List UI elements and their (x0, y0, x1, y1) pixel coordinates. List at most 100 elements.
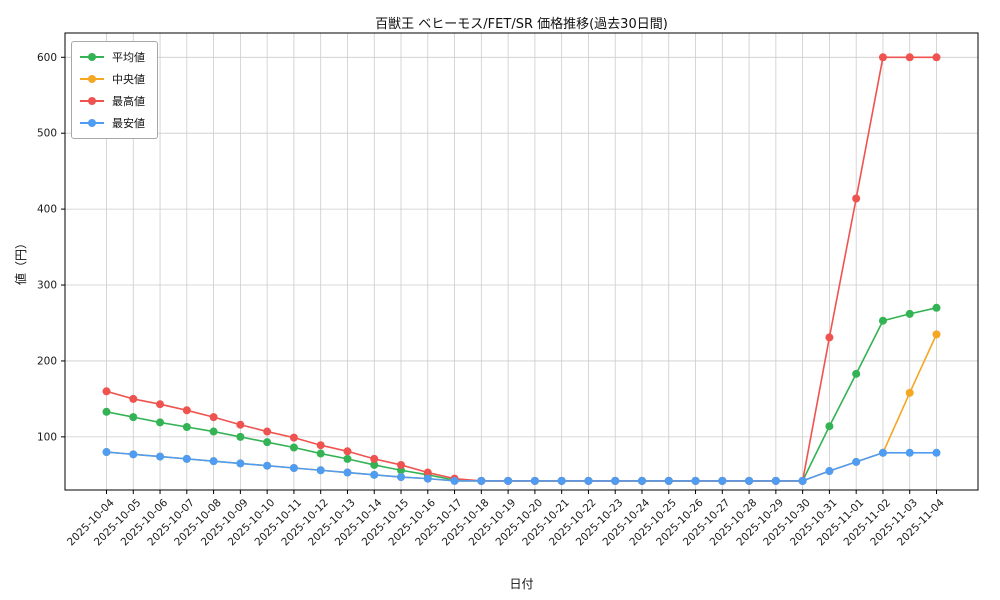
data-point-最安値 (397, 473, 406, 482)
legend-label: 中央値 (112, 73, 145, 86)
data-point-最高値 (209, 413, 218, 422)
data-point-中央値 (905, 388, 914, 397)
data-point-最安値 (263, 461, 272, 470)
y-tick-label: 600 (37, 52, 57, 64)
legend: 平均値中央値最高値最安値 (71, 41, 158, 139)
plot-border (64, 32, 979, 491)
data-point-最高値 (852, 194, 861, 203)
data-point-最安値 (129, 450, 138, 459)
data-point-最高値 (932, 53, 941, 62)
series-line-最高値 (106, 56, 937, 482)
data-point-最安値 (289, 463, 298, 472)
data-point-平均値 (343, 454, 352, 463)
legend-label: 最安値 (112, 117, 145, 130)
data-point-最高値 (263, 427, 272, 436)
data-point-最安値 (718, 476, 727, 485)
legend-item: 最安値 (80, 115, 145, 131)
data-point-平均値 (156, 418, 165, 427)
y-tick-label: 200 (37, 355, 57, 367)
legend-marker-icon (80, 75, 104, 84)
data-point-最高値 (316, 441, 325, 450)
data-point-最高値 (289, 433, 298, 442)
data-point-最安値 (557, 476, 566, 485)
data-point-最高値 (129, 394, 138, 403)
data-point-最安値 (664, 476, 673, 485)
data-point-最安値 (905, 448, 914, 457)
data-point-最安値 (771, 476, 780, 485)
legend-item: 平均値 (80, 49, 145, 65)
legend-dot-icon (88, 75, 96, 83)
data-point-最安値 (852, 457, 861, 466)
data-point-最高値 (236, 420, 245, 429)
legend-label: 平均値 (112, 51, 145, 64)
legend-marker-icon (80, 53, 104, 62)
legend-marker-icon (80, 97, 104, 106)
data-point-最安値 (584, 476, 593, 485)
data-point-平均値 (182, 422, 191, 431)
data-point-最安値 (209, 457, 218, 466)
data-point-最高値 (397, 460, 406, 469)
series-line-中央値 (106, 334, 938, 482)
data-point-最高値 (343, 447, 352, 456)
data-point-最安値 (504, 476, 513, 485)
data-point-最高値 (156, 400, 165, 409)
data-point-最高値 (878, 53, 887, 62)
y-tick-label: 300 (37, 280, 57, 292)
data-point-平均値 (932, 303, 941, 312)
data-point-最安値 (745, 476, 754, 485)
chart-title: 百獣王 ベヒーモス/FET/SR 価格推移(過去30日間) (375, 17, 668, 32)
data-point-最安値 (798, 476, 807, 485)
legend-dot-icon (88, 119, 96, 127)
legend-dot-icon (88, 53, 96, 61)
data-point-最安値 (236, 459, 245, 468)
legend-item: 中央値 (80, 71, 145, 87)
data-point-最安値 (825, 467, 834, 476)
data-point-最安値 (691, 476, 700, 485)
data-point-平均値 (129, 413, 138, 422)
y-tick-label: 500 (37, 128, 57, 140)
data-point-平均値 (316, 449, 325, 458)
data-point-平均値 (209, 427, 218, 436)
data-point-最安値 (878, 448, 887, 457)
x-axis-title: 日付 (509, 577, 534, 591)
data-point-平均値 (236, 432, 245, 441)
data-point-最安値 (530, 476, 539, 485)
data-point-平均値 (905, 309, 914, 318)
data-point-平均値 (878, 316, 887, 325)
data-point-平均値 (102, 407, 111, 416)
data-point-最高値 (370, 454, 379, 463)
legend-label: 最高値 (112, 95, 145, 108)
data-point-最安値 (102, 448, 111, 457)
data-point-平均値 (852, 369, 861, 378)
legend-item: 最高値 (80, 93, 145, 109)
y-tick-label: 100 (37, 431, 57, 443)
legend-marker-icon (80, 119, 104, 128)
data-point-最安値 (370, 470, 379, 479)
data-point-最安値 (477, 476, 486, 485)
data-point-最高値 (182, 406, 191, 415)
data-point-最安値 (611, 476, 620, 485)
data-point-最高値 (102, 387, 111, 396)
data-point-平均値 (263, 438, 272, 447)
data-point-平均値 (825, 422, 834, 431)
data-point-最安値 (316, 466, 325, 475)
series-line-平均値 (106, 307, 937, 482)
data-point-最安値 (156, 452, 165, 461)
data-point-最安値 (343, 468, 352, 477)
y-tick-label: 400 (37, 204, 57, 216)
data-point-最高値 (423, 468, 432, 477)
data-point-平均値 (370, 460, 379, 469)
series-line-最安値 (106, 451, 937, 482)
legend-dot-icon (88, 97, 96, 105)
data-point-最高値 (905, 53, 914, 62)
data-point-平均値 (289, 443, 298, 452)
y-axis-title: 値（円） (14, 237, 28, 286)
data-point-最安値 (932, 448, 941, 457)
data-point-最安値 (450, 476, 459, 485)
data-point-最安値 (637, 476, 646, 485)
data-point-最安値 (182, 454, 191, 463)
data-point-最高値 (825, 333, 834, 342)
data-point-中央値 (932, 330, 941, 339)
